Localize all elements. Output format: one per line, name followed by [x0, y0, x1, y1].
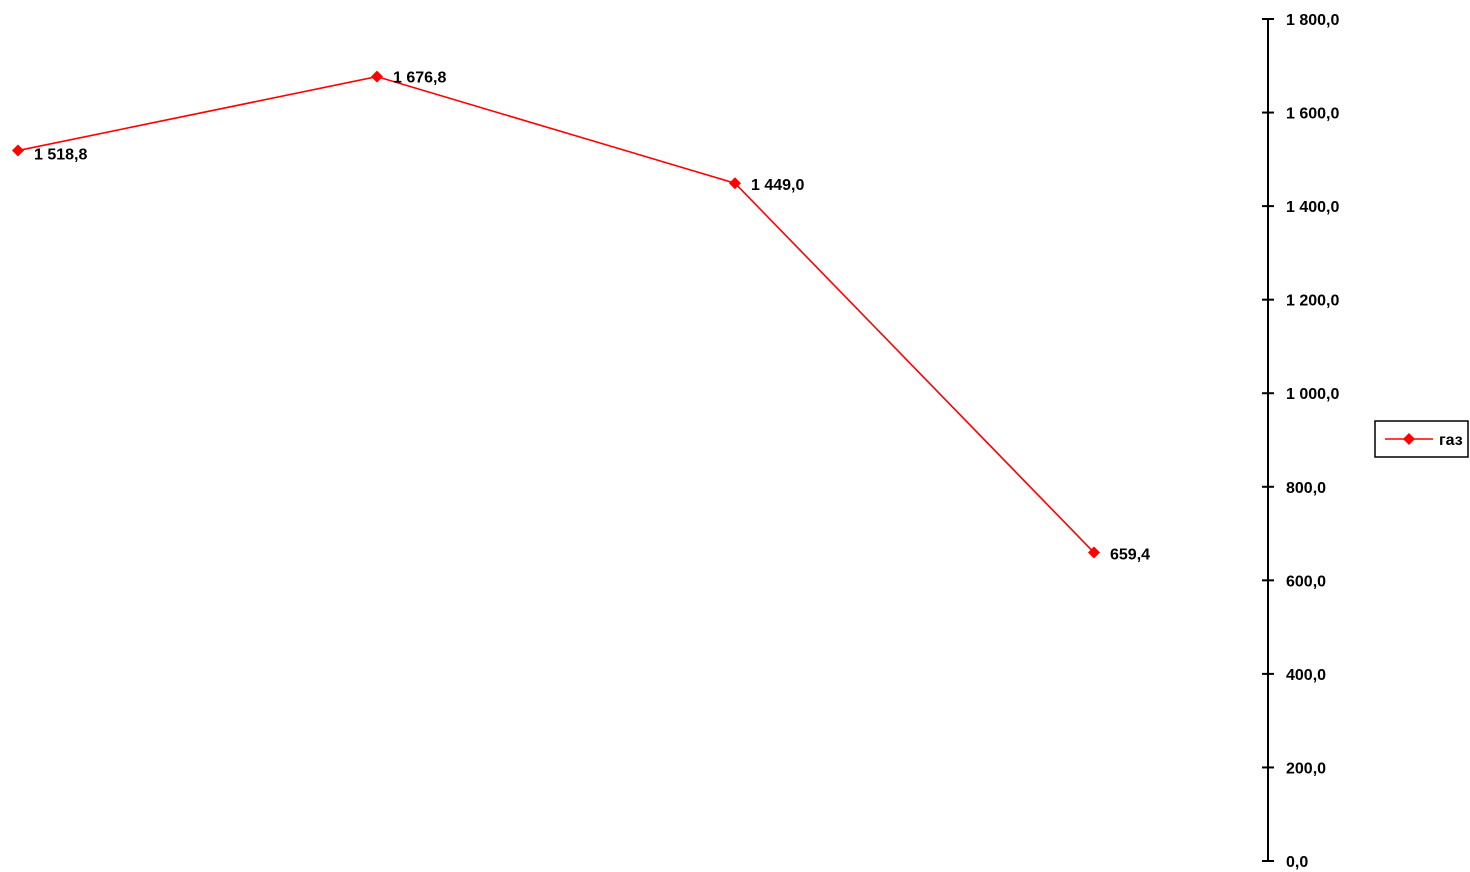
data-label: 1 676,8 — [393, 70, 446, 87]
y-tick-label: 1 600,0 — [1286, 106, 1339, 123]
y-tick-label: 400,0 — [1286, 667, 1326, 684]
y-tick-label: 200,0 — [1286, 760, 1326, 777]
data-label: 1 518,8 — [34, 147, 87, 164]
legend-marker — [1403, 433, 1415, 445]
y-tick-label: 1 800,0 — [1286, 12, 1339, 29]
series-line — [17, 75, 1095, 554]
data-point-marker — [729, 177, 741, 190]
data-labels: 1 518,8 1 676,8 1 449,0 659,4 — [34, 70, 1150, 564]
y-tick-label: 1 200,0 — [1286, 293, 1339, 310]
legend: газ — [1374, 420, 1469, 458]
legend-entry-label: газ — [1439, 432, 1463, 449]
series-gas — [12, 70, 1100, 559]
data-point-marker — [1088, 546, 1100, 559]
y-tick-label: 1 000,0 — [1286, 386, 1339, 403]
y-tick-label: 0,0 — [1286, 854, 1308, 871]
data-label: 659,4 — [1110, 547, 1150, 564]
y-tick-label: 600,0 — [1286, 573, 1326, 590]
data-point-marker — [371, 70, 383, 83]
y-axis: 0,0 200,0 400,0 600,0 800,0 1 000,0 1 200,0 1 4… — [1262, 12, 1339, 871]
data-point-marker — [12, 144, 24, 157]
y-tick-label: 800,0 — [1286, 480, 1326, 497]
data-label: 1 449,0 — [751, 177, 804, 194]
y-tick-label: 1 400,0 — [1286, 199, 1339, 216]
